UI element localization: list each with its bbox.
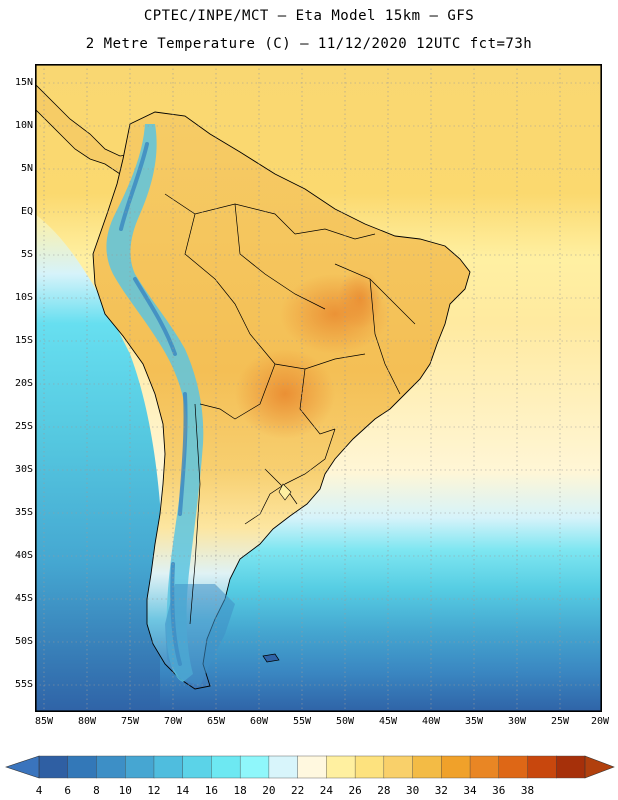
lon-label: 60W xyxy=(249,716,269,727)
colorbar-high-arrow xyxy=(584,755,615,779)
colorbar-cell xyxy=(354,755,385,779)
colorbar-label: 16 xyxy=(204,784,219,797)
colorbar-cell xyxy=(125,755,155,779)
map-subtitle: 2 Metre Temperature (C) – 11/12/2020 12U… xyxy=(85,36,533,52)
colorbar-label: 36 xyxy=(492,784,506,797)
lon-label: 75W xyxy=(120,716,140,727)
lat-label: 25S xyxy=(14,421,33,432)
lat-label: 40S xyxy=(14,550,33,561)
lon-label: 85W xyxy=(34,716,54,727)
lat-label: 15N xyxy=(14,77,33,88)
pacific-cool-field xyxy=(35,214,160,712)
colorbar-label: 10 xyxy=(118,784,132,797)
lon-label: 55W xyxy=(292,716,312,727)
map-title: CPTEC/INPE/MCT – Eta Model 15km – GFS xyxy=(143,8,475,24)
lon-label: 45W xyxy=(378,716,398,727)
colorbar-cell xyxy=(153,755,184,779)
temperature-map xyxy=(35,64,602,712)
colorbar-cell xyxy=(268,755,299,779)
hot-zone-northeast xyxy=(338,269,382,329)
colorbar-cell xyxy=(96,755,126,779)
hot-zone-paraguay xyxy=(235,349,335,439)
colorbar-cells xyxy=(38,755,586,779)
colorbar-label: 14 xyxy=(176,784,190,797)
colorbar-label: 8 xyxy=(93,784,100,797)
colorbar-label: 22 xyxy=(291,784,305,797)
lat-label: 10S xyxy=(14,292,33,303)
lat-label: 10N xyxy=(14,120,33,131)
lat-label: 5S xyxy=(20,249,33,260)
lon-label: 20W xyxy=(590,716,610,727)
lat-label: 55S xyxy=(14,679,33,690)
lat-label: 45S xyxy=(14,593,33,604)
colorbar-cell xyxy=(383,755,414,779)
colorbar-cell xyxy=(239,755,270,779)
colorbar-cell xyxy=(182,755,212,779)
colorbar-label: 24 xyxy=(319,784,333,797)
lat-label: 15S xyxy=(14,335,33,346)
colorbar-label: 28 xyxy=(377,784,391,797)
graticule xyxy=(35,64,602,712)
colorbar-cell xyxy=(412,755,442,779)
lat-label: EQ xyxy=(20,206,33,217)
colorbar-cell xyxy=(211,755,241,779)
colorbar-cell xyxy=(297,755,327,779)
lat-label: 50S xyxy=(14,636,33,647)
colorbar-label: 6 xyxy=(64,784,72,797)
colorbar-label: 38 xyxy=(520,784,535,797)
colorbar-label: 18 xyxy=(233,784,247,797)
colorbar-label: 12 xyxy=(147,784,161,797)
lon-label: 65W xyxy=(206,716,226,727)
colorbar xyxy=(5,755,615,779)
lon-label: 35W xyxy=(464,716,484,727)
andes-ridge xyxy=(106,124,204,682)
colorbar-cell xyxy=(498,755,529,779)
map-frame xyxy=(35,64,602,712)
lat-label: 35S xyxy=(14,507,33,518)
andes-peaks xyxy=(119,142,188,666)
lagoa-patos xyxy=(278,483,292,501)
lat-label: 30S xyxy=(14,464,33,475)
colorbar-label: 26 xyxy=(348,784,362,797)
lon-label: 25W xyxy=(550,716,570,727)
lon-label: 80W xyxy=(77,716,97,727)
lon-label: 30W xyxy=(507,716,527,727)
colorbar-label: 34 xyxy=(463,784,477,797)
lon-label: 40W xyxy=(421,716,441,727)
colorbar-cell xyxy=(469,755,500,779)
colorbar-cell xyxy=(441,755,471,779)
colorbar-cell xyxy=(326,755,356,779)
patagonia-cool xyxy=(165,584,235,686)
colorbar-cell xyxy=(556,755,586,779)
colorbar-label: 20 xyxy=(262,784,276,797)
colorbar-label: 4 xyxy=(35,784,43,797)
colorbar-cell xyxy=(38,755,69,779)
colorbar-label: 32 xyxy=(434,784,448,797)
colorbar-cell xyxy=(527,755,557,779)
lat-label: 20S xyxy=(14,378,33,389)
lon-label: 70W xyxy=(163,716,183,727)
colorbar-cell xyxy=(67,755,97,779)
lat-label: 5N xyxy=(20,163,33,174)
malvinas-islands xyxy=(262,653,280,663)
lon-label: 50W xyxy=(335,716,355,727)
colorbar-low-arrow xyxy=(5,755,40,779)
colorbar-label: 30 xyxy=(405,784,420,797)
